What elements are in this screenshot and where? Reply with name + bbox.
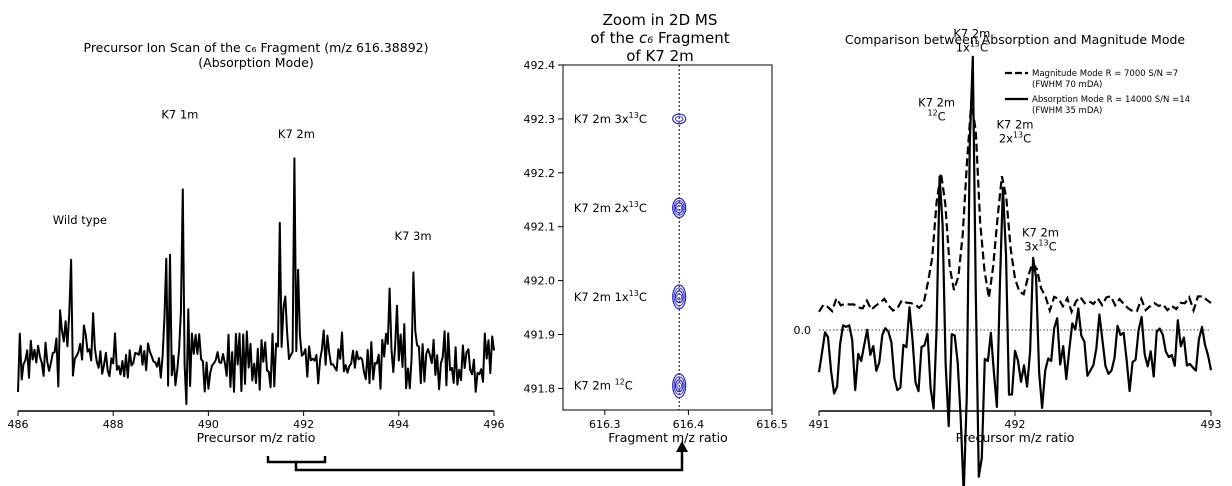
- absorption-mode-line: [817, 55, 1213, 486]
- precursor-scan-panel: Precursor Ion Scan of the c₆ Fragment (m…: [8, 40, 505, 445]
- panel1-x-tick-label: 486: [8, 418, 29, 431]
- isotope-label: K7 2m 1x13C: [574, 289, 647, 304]
- panel1-annotations: Wild type K7 1m K7 2m K7 3m: [53, 107, 432, 242]
- panel2-frame: [562, 64, 773, 411]
- isotope-annotation-line1: K7 2m: [953, 27, 990, 41]
- legend-absorption-label: Absorption Mode R = 14000 S/N =14: [1032, 95, 1190, 105]
- contour-ring: [672, 113, 687, 125]
- zoom-2d-panel: Zoom in 2D MS of the c₆ Fragment of K7 2…: [524, 11, 788, 445]
- isotope-annotation-line2: 1x13C: [956, 40, 988, 55]
- panel1-title-line2: (Absorption Mode): [198, 55, 313, 70]
- contour-ring: [676, 204, 683, 211]
- contour-ring: [672, 373, 687, 399]
- panel1-title-line1: Precursor Ion Scan of the c₆ Fragment (m…: [84, 40, 429, 55]
- panel2-y-tick-label: 492.0: [524, 275, 556, 288]
- contour-ring: [673, 200, 685, 216]
- panel2-title-line2: of the c₆ Fragment: [590, 29, 729, 47]
- panel3-legend: Magnitude Mode R = 7000 S/N =7 (FWHM 70 …: [1005, 69, 1190, 116]
- panel2-x-label: Fragment m/z ratio: [608, 430, 727, 445]
- isotope-annotation-line2: 3x13C: [1024, 238, 1056, 253]
- contour-ring: [672, 284, 687, 310]
- panel2-x-ticks: 616.3 616.4 616.5: [589, 410, 788, 431]
- peak-annotation: K7 1m: [161, 107, 198, 121]
- peak-annotation: Wild type: [53, 213, 107, 227]
- panel2-y-tick-label: 492.3: [524, 113, 556, 126]
- legend-magnitude-label: Magnitude Mode R = 7000 S/N =7: [1032, 69, 1178, 79]
- panel2-y-tick-label: 492.2: [524, 167, 556, 180]
- absorption-spectrum-line: [17, 157, 495, 406]
- contour-ring: [674, 290, 684, 304]
- isotope-annotation-line1: K7 2m: [996, 118, 1033, 132]
- contour-ring: [676, 382, 683, 390]
- panel2-x-tick-label: 616.3: [589, 418, 621, 431]
- panel2-y-tick-label: 492.4: [524, 59, 556, 72]
- panel2-y-tick-label: 492.1: [524, 221, 556, 234]
- panel3-x-ticks: 491 492 493: [809, 411, 1222, 431]
- panel1-x-tick-label: 494: [388, 418, 409, 431]
- contour-ring: [673, 376, 685, 396]
- panel3-x-tick-label: 491: [809, 418, 830, 431]
- panel2-y-ticks: 491.8 491.9 492.0 492.1 492.2 492.3 492.4: [524, 59, 563, 395]
- panel1-x-tick-label: 488: [103, 418, 124, 431]
- isotope-label: K7 2m 3x13C: [574, 111, 647, 126]
- contour-ring: [672, 197, 687, 219]
- panel1-x-tick-label: 492: [293, 418, 314, 431]
- peak-annotation: K7 3m: [395, 229, 432, 243]
- panel3-x-tick-label: 493: [1201, 418, 1222, 431]
- peak-annotation: K7 2m: [278, 127, 315, 141]
- legend-magnitude-sub: (FWHM 70 mDA): [1032, 80, 1102, 90]
- panel2-x-tick-label: 616.5: [756, 418, 788, 431]
- isotope-label: K7 2m 2x13C: [574, 200, 647, 215]
- zoom-connector-bracket: [266, 450, 684, 472]
- contour-ring: [674, 202, 684, 214]
- panel1-x-tick-label: 490: [198, 418, 219, 431]
- zoom-connector-arrowhead: [676, 441, 688, 452]
- panel2-title-line1: Zoom in 2D MS: [603, 11, 718, 29]
- contour-ring: [676, 293, 683, 301]
- magnitude-mode-line: [818, 101, 1212, 315]
- panel3-title: Comparison between Absorption and Magnit…: [845, 32, 1186, 47]
- panel1-x-ticks: 486 488 490 492 494 496: [8, 411, 505, 431]
- isotope-annotation-line2: 12C: [927, 108, 945, 123]
- panel3-x-tick-label: 492: [1005, 418, 1026, 431]
- contour-ring: [674, 379, 684, 393]
- isotope-label: K7 2m 12C: [574, 378, 633, 393]
- isotope-annotation-line2: 2x13C: [999, 131, 1031, 146]
- contour-ring: [674, 115, 684, 122]
- panel2-y-tick-label: 491.8: [524, 382, 556, 395]
- panel2-x-tick-label: 616.4: [673, 418, 705, 431]
- contour-spots: [672, 113, 687, 399]
- contour-ring: [673, 287, 685, 307]
- panel1-x-label: Precursor m/z ratio: [197, 430, 316, 445]
- legend-absorption-sub: (FWHM 35 mDA): [1032, 106, 1102, 116]
- panel2-y-tick-label: 491.9: [524, 329, 556, 342]
- panel1-x-tick-label: 496: [484, 418, 505, 431]
- isotope-annotation-line1: K7 2m: [918, 95, 955, 109]
- isotope-labels: K7 2m 12C K7 2m 1x13C K7 2m 2x13C K7 2m 3x1…: [574, 111, 647, 393]
- panel2-title-line3: of K7 2m: [626, 47, 694, 65]
- mode-comparison-panel: Comparison between Absorption and Magnit…: [794, 27, 1222, 486]
- panel3-y-tick-label: 0.0: [794, 324, 812, 337]
- isotope-annotation-line1: K7 2m: [1022, 225, 1059, 239]
- panel3-x-label: Precursor m/z ratio: [956, 430, 1075, 445]
